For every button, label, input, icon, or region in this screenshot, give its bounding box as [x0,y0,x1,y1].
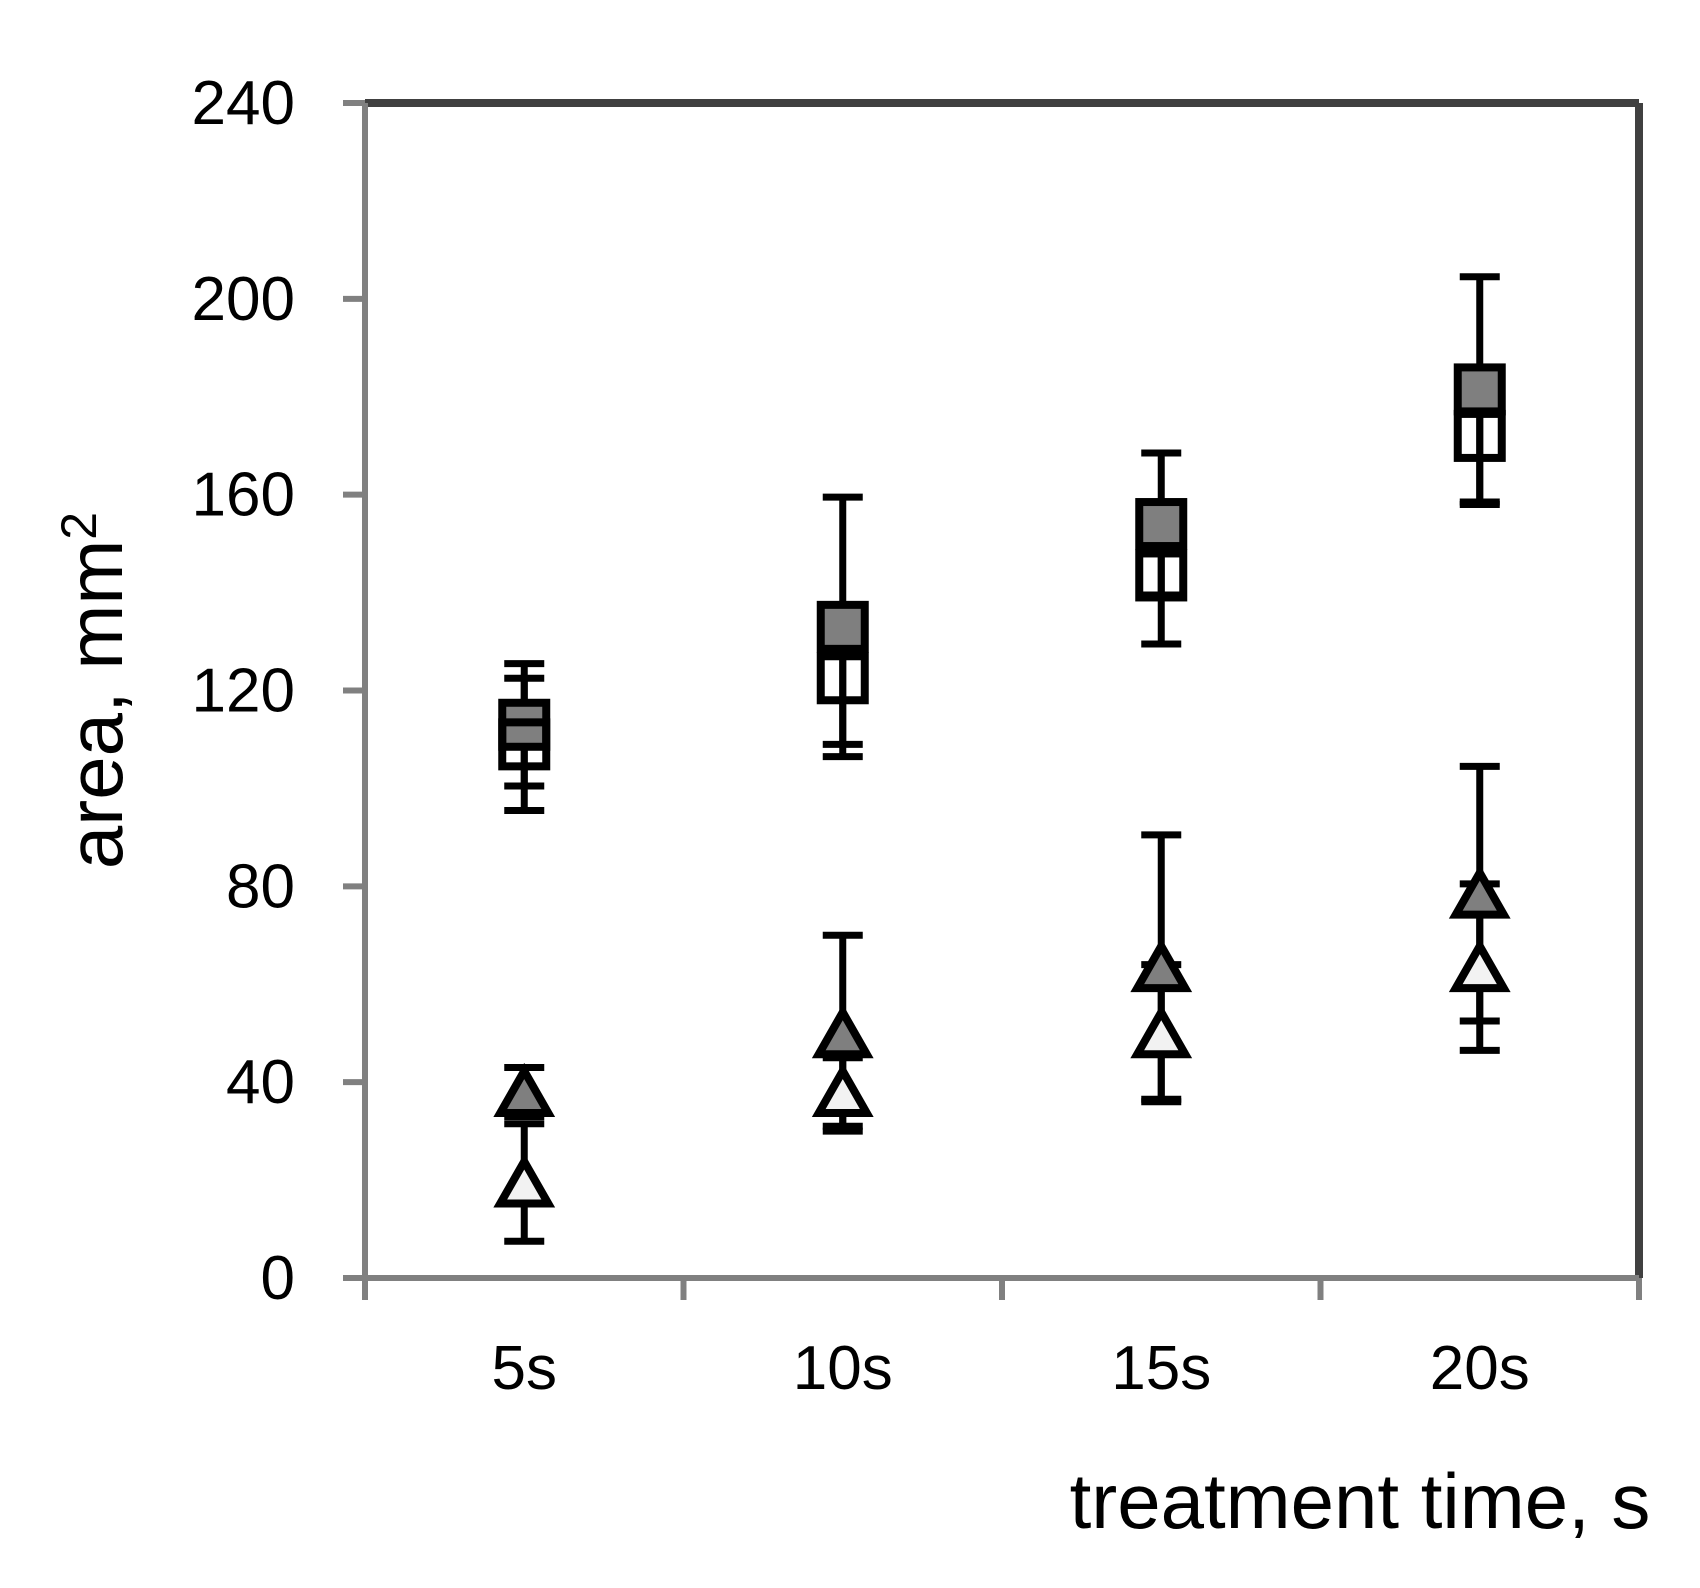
data-point-filled-squares [1135,498,1188,551]
y-axis-tick-label: 200 [192,265,295,334]
y-axis-tick-label: 240 [192,69,295,138]
data-point-open-squares [1453,409,1506,462]
data-point-open-triangles [1130,1004,1193,1059]
y-axis-tick-label: 120 [192,657,295,726]
data-point-open-squares [1135,549,1188,602]
x-axis-tick-label: 10s [793,1334,893,1403]
data-point-open-triangles [1448,938,1511,993]
data-point-filled-triangles [1130,938,1193,993]
y-axis-tick-label: 160 [192,461,295,530]
y-axis-title-superscript: 2 [51,512,107,540]
data-point-filled-triangles [493,1062,556,1117]
data-point-filled-triangles [1448,864,1511,919]
data-point-filled-squares [1453,363,1506,416]
y-axis-title: area, mm2 [51,512,139,869]
x-axis-tick-label: 5s [492,1334,557,1403]
data-point-open-triangles [811,1062,874,1117]
y-axis-tick-label: 40 [226,1048,295,1117]
data-point-open-squares [498,718,551,771]
data-point-filled-squares [816,600,869,653]
y-axis-tick-label: 80 [226,852,295,921]
y-axis-tick-label: 0 [261,1244,295,1313]
scatter-chart: 0 40 80 120 160 200 240 5s 10s 15s 20s area, mm2 tre… [51,69,1651,1545]
data-point-open-squares [816,652,869,705]
data-point-open-triangles [493,1153,556,1208]
scatter-chart-figure: 0 40 80 120 160 200 240 5s 10s 15s 20s area, mm2 tre… [40,16,1700,1572]
x-axis-title: treatment time, s [1070,1457,1651,1545]
y-axis-title-base: area, mm [51,540,139,869]
x-axis-tick-label: 20s [1430,1334,1530,1403]
data-point-filled-triangles [811,1004,874,1059]
x-axis-tick-label: 15s [1111,1334,1211,1403]
